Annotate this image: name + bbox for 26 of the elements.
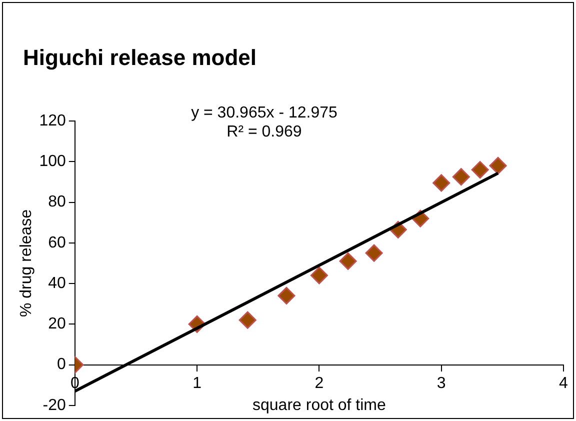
chart-title: Higuchi release model <box>23 45 257 71</box>
y-tick-label: 120 <box>39 112 66 130</box>
y-tick-label: 60 <box>48 234 66 252</box>
x-tick-label: 2 <box>314 374 324 392</box>
point <box>339 252 357 270</box>
point <box>365 244 383 262</box>
y-tick-label: 100 <box>39 153 66 170</box>
point <box>489 156 507 174</box>
y-tick-label: -20 <box>42 396 66 414</box>
x-tick-label: 4 <box>559 374 568 392</box>
y-tick-label: 20 <box>48 316 66 333</box>
x-tick-label: 1 <box>192 374 202 392</box>
point <box>310 266 328 284</box>
y-tick-label: 40 <box>48 274 66 292</box>
annotation: y = 30.965x - 12.975 <box>191 104 338 122</box>
point <box>278 286 296 304</box>
point <box>238 311 256 329</box>
x-axis-title: square root of time <box>252 396 386 414</box>
y-tick-label: 80 <box>48 194 66 211</box>
point <box>452 168 470 186</box>
y-tick-label: 0 <box>56 356 66 374</box>
x-tick-label: 3 <box>436 374 446 392</box>
point <box>471 161 489 179</box>
y-axis-title: % drug release <box>18 209 36 318</box>
point <box>432 174 450 192</box>
annotation: R² = 0.969 <box>226 123 302 140</box>
